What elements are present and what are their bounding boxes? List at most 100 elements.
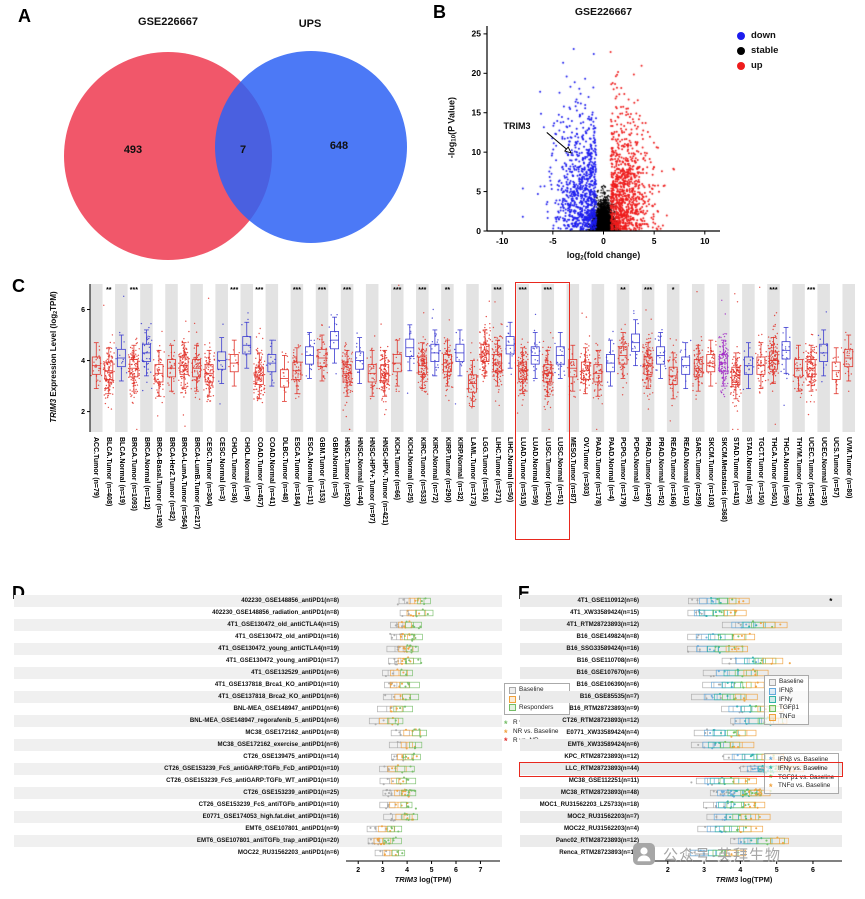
group-points — [382, 777, 394, 786]
dataset-row-label: E0771_GSE174053_high.fat.diet_antiPD1(n=… — [202, 813, 339, 820]
category-label: HNSC-HPV-.Tumor (n=421) — [380, 437, 388, 526]
legend-item-down: down — [737, 30, 778, 41]
dataset-row-label: BNL-MEA_GSE148947_antiPD1(n=6) — [233, 705, 340, 712]
category-boxplot — [342, 349, 352, 397]
group-box — [382, 669, 395, 677]
svg-text:***: *** — [255, 287, 263, 294]
watermark-text: 公众号·英拜生物 — [663, 846, 781, 864]
category-label: STAD.Tumor (n=415) — [732, 437, 740, 506]
group-points — [413, 746, 417, 750]
stable-dot-icon — [737, 46, 745, 55]
category-boxplot — [443, 339, 452, 387]
category-label: BLCA.Normal (n=19) — [117, 437, 125, 506]
legend-item-up: up — [737, 60, 778, 71]
category-label: PAAD.Tumor (n=178) — [594, 437, 602, 507]
legend-item-ifng-vs-baseline: * IFNγ vs. Baseline — [769, 764, 828, 775]
svg-text:***: *** — [318, 287, 326, 294]
group-points — [383, 836, 397, 845]
category-label: LUAD.Normal (n=59) — [531, 437, 539, 506]
category-label: LIHC.Tumor (n=371) — [493, 437, 501, 504]
group-box — [389, 801, 407, 809]
panel-c-pan-cancer: C TRIM3 Expression Level (log2TPM) 2 4 6 **… — [8, 276, 864, 581]
group-points — [720, 790, 736, 798]
dataset-row-label: E0771_XW33589424(n=4) — [566, 729, 639, 736]
d-plot: 2 3 4 5 6 7 — [14, 595, 502, 874]
group-box — [377, 705, 397, 713]
category-label: OV.Tumor (n=303) — [581, 437, 589, 497]
category-points — [805, 333, 818, 416]
category-boxplot — [104, 347, 114, 395]
group-points — [741, 670, 757, 678]
group-points — [400, 633, 411, 638]
dataset-row-label: B16_GSE149824(n=8) — [576, 633, 640, 640]
legend-item-ifnb: IFNβ — [769, 687, 804, 696]
category-points — [629, 310, 642, 367]
svg-text:7: 7 — [478, 867, 482, 874]
dataset-row-label: MC38_RTM28723893(n=48) — [560, 789, 639, 796]
group-box — [730, 741, 755, 749]
group-box — [390, 669, 408, 677]
group-points — [776, 836, 785, 844]
ifnb-swatch-icon — [769, 687, 776, 695]
group-points — [385, 803, 390, 810]
dataset-row-label: 4T1_GSE130472_old_antiCTLA4(n=15) — [227, 621, 339, 628]
svg-text:***: *** — [493, 287, 501, 294]
dataset-row-label: B16_RTM28723893(n=9) — [569, 705, 639, 712]
group-points — [420, 597, 427, 606]
svg-text:***: *** — [130, 287, 138, 294]
category-boxplot — [606, 339, 615, 387]
group-box — [394, 765, 415, 773]
group-points — [740, 632, 751, 637]
category-boxplot — [631, 319, 640, 367]
group-points — [751, 620, 774, 628]
non-responders-swatch-icon — [509, 695, 516, 703]
volcano-y-axis-label: -log10(P Value) — [446, 97, 458, 159]
group-box — [401, 813, 419, 821]
group-points — [734, 657, 758, 664]
dataset-row-label: 4T1_RTM28723893(n=12) — [566, 621, 639, 628]
star-icon: * — [504, 736, 508, 747]
category-boxplot — [167, 344, 176, 392]
group-box — [699, 597, 717, 605]
category-boxplot — [204, 349, 214, 397]
category-boxplot — [292, 347, 302, 395]
legend-item-baseline: Baseline — [769, 678, 804, 687]
group-points — [389, 812, 396, 822]
group-box — [398, 597, 411, 605]
dataset-row-label: MOC22_RU31562203_antiPD1(n=6) — [237, 849, 339, 856]
group-points — [748, 624, 758, 628]
c-plot: 246** *** *** *** *** *** *** *** *** ** *** *** ***… — [81, 284, 855, 432]
category-label: UCEC.Normal (n=35) — [819, 437, 827, 506]
group-points — [403, 812, 415, 822]
group-box — [374, 849, 391, 857]
category-boxplot — [91, 342, 101, 390]
group-points — [402, 752, 416, 761]
dataset-row-label: 402230_GSE148856_antiPD1(n=8) — [241, 597, 339, 604]
dataset-row-label: 4T1_GSE110912(n=6) — [577, 597, 640, 604]
group-points — [729, 609, 738, 614]
group-box — [734, 693, 758, 701]
baseline-swatch-icon — [509, 686, 516, 694]
category-boxplot — [731, 352, 741, 400]
dataset-row-label: Panc02_RTM28723893(n=12) — [555, 837, 639, 844]
svg-text:**: ** — [620, 287, 626, 294]
category-boxplot — [430, 329, 440, 377]
category-boxplot — [555, 332, 565, 379]
category-label: LUSC.Tumor (n=501) — [543, 437, 551, 506]
category-boxplot — [806, 344, 816, 392]
group-points — [406, 644, 417, 654]
svg-text:-5: -5 — [549, 236, 557, 246]
group-points — [705, 696, 722, 700]
group-box — [693, 729, 722, 737]
dataset-row-label: B16_SSG33589424(n=16) — [566, 645, 639, 652]
dataset-row-label: MC38_GSE172162_antiPD1(n=8) — [245, 729, 339, 736]
category-boxplot — [392, 339, 402, 387]
category-boxplot — [405, 324, 415, 372]
tgfb1-swatch-icon — [769, 705, 776, 713]
category-boxplot — [192, 344, 202, 392]
dataset-row-label: 4T1_XW33589424(n=15) — [570, 609, 639, 616]
group-points — [404, 696, 412, 701]
category-label: LAML.Tumor (n=173) — [468, 437, 476, 507]
group-box — [415, 609, 434, 617]
person-icon — [637, 847, 651, 862]
